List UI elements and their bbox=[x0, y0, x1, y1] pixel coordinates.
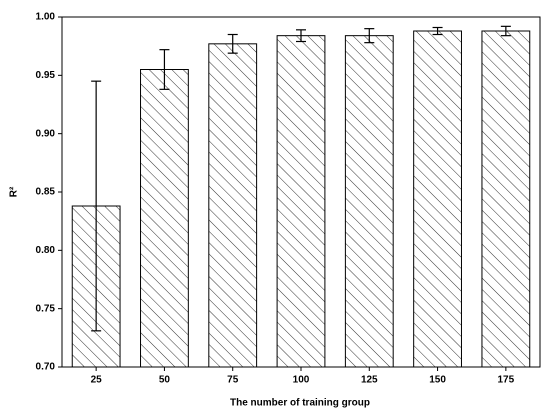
y-tick-label: 1.00 bbox=[36, 12, 56, 23]
bar bbox=[413, 30, 462, 368]
y-tick-label: 0.75 bbox=[36, 303, 56, 314]
x-tick-label: 75 bbox=[227, 375, 239, 386]
bar bbox=[208, 43, 258, 368]
y-tick-label: 0.70 bbox=[36, 362, 56, 373]
x-tick-label: 175 bbox=[498, 375, 515, 386]
x-tick-label: 50 bbox=[159, 375, 171, 386]
bar bbox=[276, 35, 326, 368]
x-tick-label: 150 bbox=[429, 375, 446, 386]
y-tick-label: 0.90 bbox=[36, 128, 56, 139]
bar bbox=[481, 30, 531, 368]
x-axis-label: The number of training group bbox=[230, 398, 370, 409]
bar bbox=[140, 69, 189, 368]
y-tick-label: 0.85 bbox=[36, 187, 56, 198]
x-tick-label: 100 bbox=[293, 375, 310, 386]
x-tick-label: 125 bbox=[361, 375, 378, 386]
x-tick-label: 25 bbox=[91, 375, 103, 386]
y-tick-label: 0.95 bbox=[36, 70, 56, 81]
y-axis-label: R² bbox=[9, 186, 20, 197]
y-tick-label: 0.80 bbox=[36, 245, 56, 256]
bar bbox=[344, 35, 394, 368]
